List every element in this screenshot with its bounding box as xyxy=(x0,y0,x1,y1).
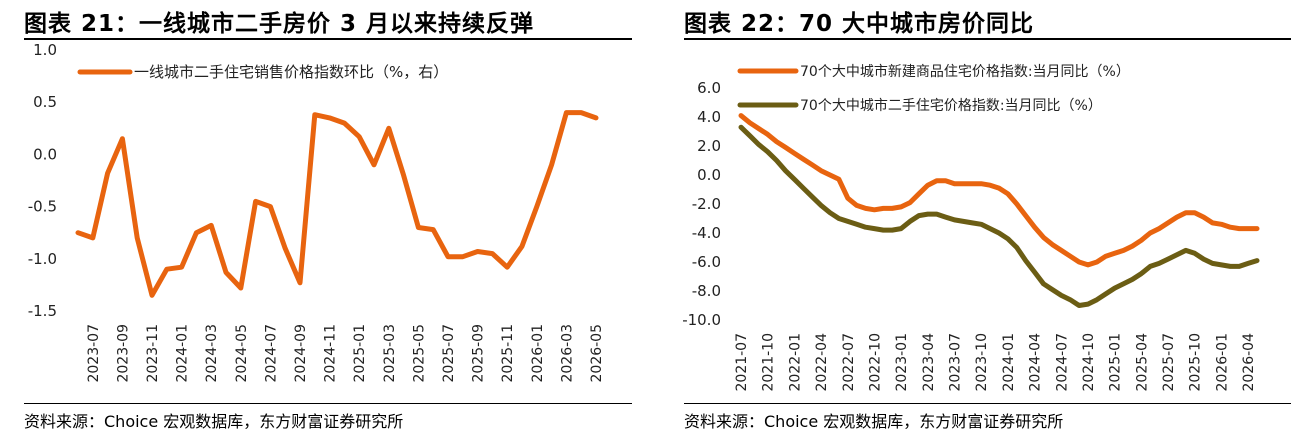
right-source-note: 资料来源：Choice 宏观数据库，东方财富证券研究所 xyxy=(684,412,1064,431)
x-tick-label: 2024-01 xyxy=(1001,333,1017,392)
y-tick-label: 4.0 xyxy=(697,108,721,126)
x-tick-label: 2021-07 xyxy=(734,333,750,392)
x-tick-label: 2023-04 xyxy=(921,333,937,392)
x-tick-label: 2025-01 xyxy=(352,324,368,383)
x-tick-label: 2025-03 xyxy=(382,324,398,383)
x-tick-label: 2024-09 xyxy=(293,324,309,383)
x-tick-label: 2024-01 xyxy=(175,324,191,383)
right-title-rule xyxy=(684,38,1291,40)
left-chart-panel: 图表 21：一线城市二手房价 3 月以来持续反弹 1.0 0.5 0.0 -0.5 -1… xyxy=(0,0,632,439)
x-tick-label: 2023-01 xyxy=(894,333,910,392)
y-tick-label: 0.5 xyxy=(33,93,57,111)
right-line-chart: 6.0 4.0 2.0 0.0 -2.0 -4.0 -6.0 -8.0 -10.0 2021-07… xyxy=(682,63,1260,392)
y-tick-label: -6.0 xyxy=(692,253,721,271)
x-tick-label: 2025-07 xyxy=(441,324,457,383)
x-tick-label: 2021-10 xyxy=(761,333,777,392)
series-line-2 xyxy=(738,124,1260,308)
x-tick-label: 2025-05 xyxy=(411,324,427,383)
x-tick-label: 2022-07 xyxy=(841,333,857,392)
x-tick-label: 2025-04 xyxy=(1134,333,1150,392)
y-tick-label: 0.0 xyxy=(697,166,721,184)
x-tick-label: 2026-03 xyxy=(559,324,575,383)
y-tick-label: 1.0 xyxy=(33,41,57,59)
x-tick-label: 2025-01 xyxy=(1108,333,1124,392)
y-tick-label: 0.0 xyxy=(33,145,57,163)
x-tick-label: 2024-04 xyxy=(1028,333,1044,392)
legend-label: 一线城市二手住宅销售价格指数环比（%，右） xyxy=(134,63,448,81)
legend-label: 70个大中城市二手住宅价格指数:当月同比（%） xyxy=(800,97,1102,114)
x-tick-label: 2025-11 xyxy=(500,324,516,383)
right-chart-title: 图表 22：70 大中城市房价同比 xyxy=(684,11,1035,37)
y-tick-label: -0.5 xyxy=(28,198,57,216)
right-chart-panel: 图表 22：70 大中城市房价同比 6.0 4.0 2.0 0.0 -2.0 -4.0 -6… xyxy=(660,0,1291,439)
x-tick-label: 2024-11 xyxy=(323,324,339,383)
x-tick-label: 2026-01 xyxy=(1214,333,1230,392)
x-tick-label: 2024-05 xyxy=(234,324,250,383)
y-tick-label: 2.0 xyxy=(697,137,721,155)
x-tick-label: 2025-09 xyxy=(471,324,487,383)
x-tick-label: 2023-09 xyxy=(115,324,131,383)
x-tick-label: 2023-07 xyxy=(948,333,964,392)
left-line-chart: 1.0 0.5 0.0 -0.5 -1.0 -1.5 2023-07 2023-09 2023-… xyxy=(28,41,605,383)
legend-label: 70个大中城市新建商品住宅价格指数:当月同比（%） xyxy=(800,63,1130,80)
x-tick-label: 2026-04 xyxy=(1241,333,1257,392)
x-tick-label: 2022-01 xyxy=(787,333,803,392)
x-tick-label: 2026-05 xyxy=(589,324,605,383)
right-source-rule xyxy=(684,403,1291,404)
x-tick-label: 2024-07 xyxy=(263,324,279,383)
left-title-rule xyxy=(24,38,632,40)
x-tick-label: 2025-07 xyxy=(1161,333,1177,392)
y-tick-label: 6.0 xyxy=(697,79,721,97)
x-tick-label: 2023-07 xyxy=(86,324,102,383)
x-tick-label: 2024-03 xyxy=(204,324,220,383)
series-line-1 xyxy=(75,110,599,298)
left-chart-title: 图表 21：一线城市二手房价 3 月以来持续反弹 xyxy=(24,11,535,37)
series-line-1 xyxy=(738,113,1260,268)
y-tick-label: -8.0 xyxy=(692,282,721,300)
y-tick-label: -10.0 xyxy=(682,311,721,329)
x-tick-label: 2024-10 xyxy=(1081,333,1097,392)
x-tick-label: 2023-11 xyxy=(145,324,161,383)
x-tick-label: 2025-10 xyxy=(1188,333,1204,392)
left-source-rule xyxy=(24,403,632,404)
y-tick-label: -1.0 xyxy=(28,250,57,268)
x-tick-label: 2026-01 xyxy=(530,324,546,383)
x-tick-label: 2022-10 xyxy=(867,333,883,392)
y-tick-label: -1.5 xyxy=(28,302,57,320)
y-tick-label: -2.0 xyxy=(692,195,721,213)
left-source-note: 资料来源：Choice 宏观数据库，东方财富证券研究所 xyxy=(24,412,404,431)
x-tick-label: 2023-10 xyxy=(974,333,990,392)
x-tick-label: 2024-07 xyxy=(1054,333,1070,392)
y-tick-label: -4.0 xyxy=(692,224,721,242)
x-tick-label: 2022-04 xyxy=(814,333,830,392)
